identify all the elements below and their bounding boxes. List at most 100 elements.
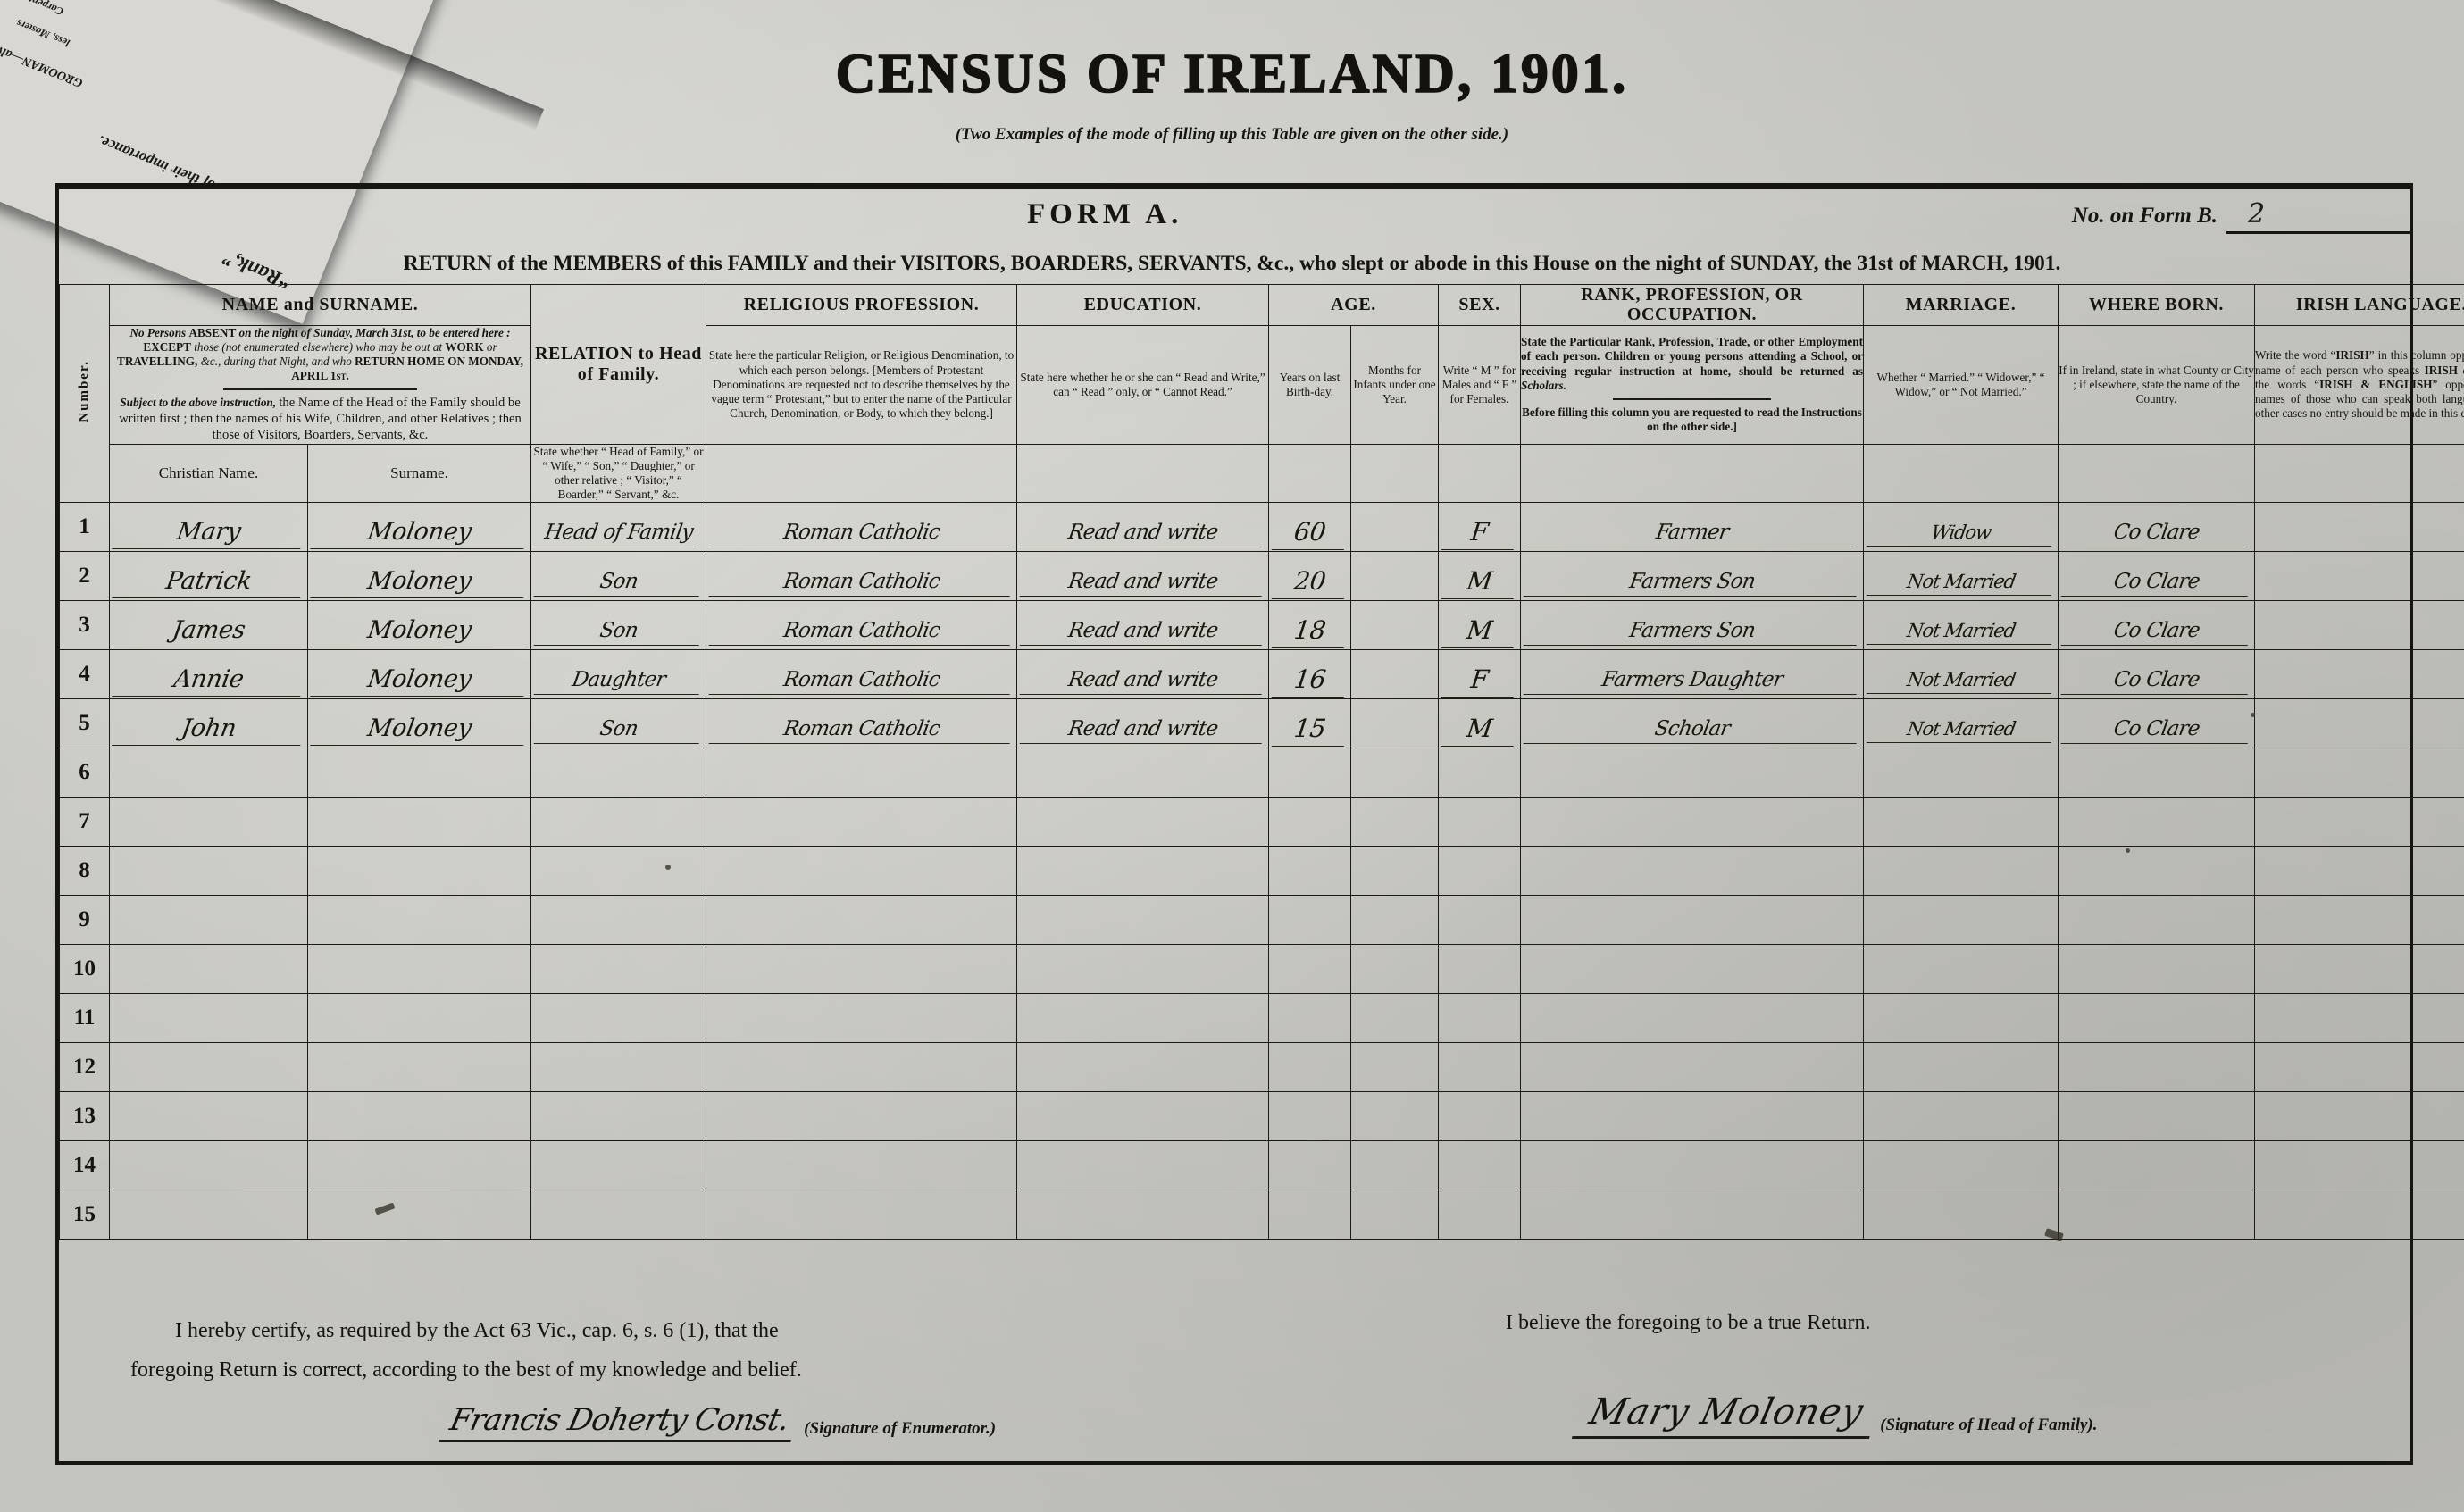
cell-age-years[interactable]	[1268, 845, 1352, 896]
cell-age-years[interactable]	[1268, 1090, 1352, 1141]
cell-marriage[interactable]	[1863, 796, 2059, 847]
cell-occupation[interactable]: Farmers Son	[1520, 599, 1865, 650]
cell-christian-name[interactable]	[109, 1041, 308, 1092]
cell-christian-name[interactable]	[109, 943, 308, 994]
cell-age-years[interactable]: 16	[1268, 648, 1352, 699]
cell-occupation[interactable]: Scholar	[1520, 698, 1865, 748]
cell-marriage[interactable]	[1863, 992, 2059, 1043]
cell-sex[interactable]: M	[1438, 599, 1522, 650]
cell-surname[interactable]: Moloney	[306, 648, 532, 699]
cell-religion[interactable]: Roman Catholic	[706, 698, 1018, 748]
cell-marriage[interactable]: Not Married	[1863, 599, 2059, 650]
cell-religion[interactable]	[706, 845, 1018, 896]
cell-age-months[interactable]	[1350, 796, 1440, 847]
head-signature[interactable]: Mary Moloney	[1571, 1391, 1881, 1439]
cell-christian-name[interactable]	[109, 1189, 308, 1240]
cell-sex[interactable]	[1438, 943, 1522, 994]
cell-christian-name[interactable]: Patrick	[109, 550, 308, 601]
cell-sex[interactable]	[1438, 1189, 1522, 1240]
cell-religion[interactable]	[706, 1140, 1018, 1190]
cell-age-years[interactable]: 15	[1268, 698, 1352, 748]
cell-marriage[interactable]	[1863, 1090, 2059, 1141]
cell-irish-language[interactable]	[2254, 796, 2464, 847]
cell-sex[interactable]	[1438, 845, 1522, 896]
cell-marriage[interactable]: Not Married	[1863, 550, 2059, 601]
cell-sex[interactable]	[1438, 992, 1522, 1043]
cell-irish-language[interactable]	[2254, 648, 2464, 699]
cell-education[interactable]	[1016, 1140, 1270, 1190]
cell-age-months[interactable]	[1350, 747, 1440, 798]
cell-education[interactable]	[1016, 894, 1270, 945]
cell-irish-language[interactable]	[2254, 943, 2464, 994]
cell-christian-name[interactable]	[109, 1140, 308, 1190]
cell-relation[interactable]: Daughter	[530, 648, 707, 699]
cell-age-years[interactable]	[1268, 894, 1352, 945]
cell-marriage[interactable]: Not Married	[1863, 698, 2059, 748]
cell-occupation[interactable]	[1520, 992, 1865, 1043]
cell-education[interactable]	[1016, 747, 1270, 798]
cell-christian-name[interactable]	[109, 845, 308, 896]
cell-age-months[interactable]	[1350, 894, 1440, 945]
cell-where-born[interactable]	[2058, 1041, 2256, 1092]
cell-age-months[interactable]	[1350, 943, 1440, 994]
cell-sex[interactable]	[1438, 1090, 1522, 1141]
cell-surname[interactable]	[306, 1189, 532, 1240]
cell-occupation[interactable]: Farmers Daughter	[1520, 648, 1865, 699]
cell-occupation[interactable]	[1520, 943, 1865, 994]
cell-where-born[interactable]	[2058, 992, 2256, 1043]
cell-marriage[interactable]	[1863, 1041, 2059, 1092]
cell-occupation[interactable]	[1520, 1140, 1865, 1190]
cell-religion[interactable]	[706, 1090, 1018, 1141]
cell-surname[interactable]	[306, 747, 532, 798]
cell-age-years[interactable]	[1268, 943, 1352, 994]
cell-where-born[interactable]	[2058, 747, 2256, 798]
cell-irish-language[interactable]	[2254, 845, 2464, 896]
cell-age-months[interactable]	[1350, 845, 1440, 896]
cell-where-born[interactable]	[2058, 796, 2256, 847]
cell-surname[interactable]	[306, 1140, 532, 1190]
cell-age-months[interactable]	[1350, 550, 1440, 601]
cell-where-born[interactable]: Co Clare	[2058, 698, 2256, 748]
cell-religion[interactable]	[706, 992, 1018, 1043]
cell-relation[interactable]	[530, 894, 707, 945]
cell-education[interactable]	[1016, 1189, 1270, 1240]
cell-sex[interactable]	[1438, 796, 1522, 847]
cell-occupation[interactable]	[1520, 1041, 1865, 1092]
cell-where-born[interactable]	[2058, 1140, 2256, 1190]
cell-age-years[interactable]	[1268, 1140, 1352, 1190]
cell-religion[interactable]	[706, 796, 1018, 847]
cell-occupation[interactable]	[1520, 1090, 1865, 1141]
cell-where-born[interactable]	[2058, 943, 2256, 994]
cell-surname[interactable]: Moloney	[306, 599, 532, 650]
cell-marriage[interactable]	[1863, 943, 2059, 994]
cell-age-years[interactable]	[1268, 796, 1352, 847]
cell-occupation[interactable]	[1520, 894, 1865, 945]
cell-age-years[interactable]	[1268, 1041, 1352, 1092]
cell-where-born[interactable]	[2058, 1189, 2256, 1240]
cell-relation[interactable]	[530, 992, 707, 1043]
cell-where-born[interactable]: Co Clare	[2058, 599, 2256, 650]
cell-age-years[interactable]	[1268, 1189, 1352, 1240]
cell-age-months[interactable]	[1350, 1090, 1440, 1141]
cell-religion[interactable]: Roman Catholic	[706, 599, 1018, 650]
cell-relation[interactable]	[530, 747, 707, 798]
cell-education[interactable]: Read and write	[1016, 599, 1270, 650]
cell-christian-name[interactable]	[109, 796, 308, 847]
cell-irish-language[interactable]	[2254, 1189, 2464, 1240]
cell-relation[interactable]	[530, 1189, 707, 1240]
cell-irish-language[interactable]	[2254, 501, 2464, 552]
cell-surname[interactable]	[306, 845, 532, 896]
cell-where-born[interactable]: Co Clare	[2058, 550, 2256, 601]
cell-sex[interactable]: M	[1438, 698, 1522, 748]
cell-religion[interactable]	[706, 1041, 1018, 1092]
cell-christian-name[interactable]	[109, 747, 308, 798]
cell-occupation[interactable]	[1520, 747, 1865, 798]
cell-occupation[interactable]	[1520, 796, 1865, 847]
cell-sex[interactable]	[1438, 747, 1522, 798]
cell-christian-name[interactable]	[109, 1090, 308, 1141]
cell-age-months[interactable]	[1350, 648, 1440, 699]
cell-irish-language[interactable]	[2254, 992, 2464, 1043]
cell-marriage[interactable]	[1863, 1189, 2059, 1240]
cell-christian-name[interactable]: Annie	[109, 648, 308, 699]
cell-age-months[interactable]	[1350, 501, 1440, 552]
